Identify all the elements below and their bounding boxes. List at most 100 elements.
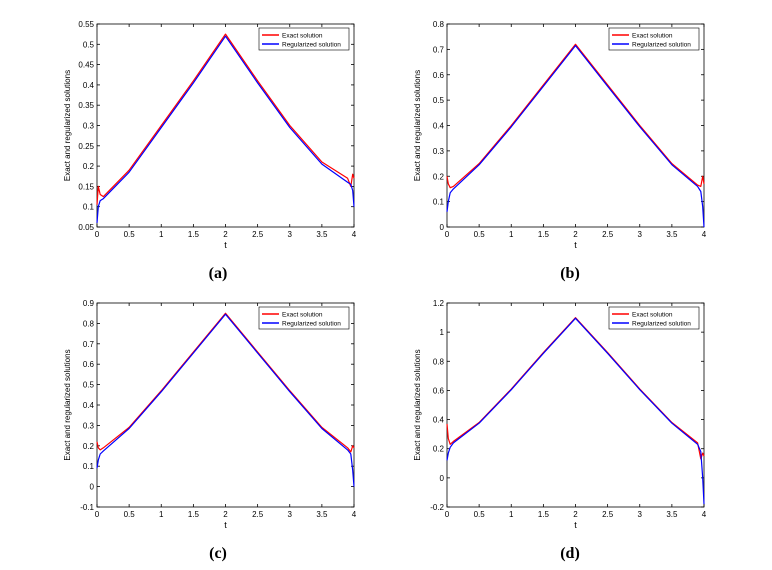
y-axis-label: Exact and regularized solutions <box>63 349 72 460</box>
series-line-regularized <box>446 317 705 505</box>
plot-area <box>96 23 355 228</box>
series-line-exact <box>96 312 355 453</box>
y-axis-label: Exact and regularized solutions <box>413 349 422 460</box>
x-tick-label: 3 <box>638 230 643 239</box>
x-tick-label: 0.5 <box>124 230 136 239</box>
x-axis-label: t <box>574 240 577 250</box>
x-tick-label: 1.5 <box>188 510 200 519</box>
x-tick-label: 1 <box>509 230 514 239</box>
x-tick-label: 1.5 <box>538 230 550 239</box>
y-tick-label: -0.1 <box>80 503 94 512</box>
x-tick-label: 2 <box>573 230 578 239</box>
x-tick-label: 1 <box>509 510 514 519</box>
legend-entry: Regularized solution <box>632 42 691 49</box>
y-tick-label: 0.3 <box>83 421 95 430</box>
y-tick-label: 0.15 <box>78 182 94 191</box>
legend-box <box>608 306 700 330</box>
y-tick-label: 0.3 <box>433 147 445 156</box>
y-axis-label: Exact and regularized solutions <box>413 70 422 181</box>
series-line-regularized <box>96 35 355 223</box>
x-tick-label: 2 <box>223 510 228 519</box>
y-tick-label: 0.5 <box>83 40 95 49</box>
y-tick-label: 0.4 <box>433 416 445 425</box>
y-tick-label: 0.8 <box>433 357 445 366</box>
series-line-regularized <box>96 313 355 487</box>
y-tick-label: 0.6 <box>433 71 445 80</box>
panel-label: (c) <box>209 545 227 562</box>
y-tick-label: 0 <box>440 223 445 232</box>
y-tick-label: 0.05 <box>78 223 94 232</box>
legend-entry: Exact solution <box>282 312 323 319</box>
y-tick-label: 0.7 <box>433 45 445 54</box>
series-line-exact <box>446 43 705 189</box>
y-tick-label: 0.8 <box>83 319 95 328</box>
y-tick-label: 0.1 <box>433 198 445 207</box>
x-tick-label: 2.5 <box>252 230 264 239</box>
y-tick-label: -0.2 <box>430 503 444 512</box>
x-axis-label: t <box>574 520 577 530</box>
y-tick-label: 0.4 <box>433 122 445 131</box>
plot-area <box>96 302 355 508</box>
chart-panel-3: 0 0.5 1 1.5 2 2.5 3 3.5 4-0.100.10.20.30.40.50.6… <box>63 299 357 562</box>
plot-area <box>446 302 705 508</box>
y-tick-label: 0.1 <box>83 462 95 471</box>
legend-entry: Exact solution <box>632 33 673 40</box>
y-tick-label: 0 <box>90 483 95 492</box>
series-line-regularized <box>446 44 705 228</box>
y-axis-label: Exact and regularized solutions <box>63 70 72 181</box>
x-tick-label: 2.5 <box>252 510 264 519</box>
y-tick-label: 0.8 <box>433 20 445 29</box>
y-tick-label: 0.4 <box>83 401 95 410</box>
legend-entry: Regularized solution <box>282 42 341 49</box>
y-tick-label: 0.2 <box>433 172 445 181</box>
x-tick-label: 0 <box>445 230 450 239</box>
x-tick-label: 0 <box>445 510 450 519</box>
x-tick-label: 4 <box>352 510 357 519</box>
x-tick-label: 2.5 <box>602 510 614 519</box>
x-tick-label: 1 <box>159 230 164 239</box>
legend-box <box>258 27 350 51</box>
x-tick-label: 3.5 <box>666 230 678 239</box>
y-tick-label: 0.2 <box>83 162 95 171</box>
y-tick-label: 0.6 <box>83 360 95 369</box>
x-tick-label: 3.5 <box>316 230 328 239</box>
y-tick-label: 0.1 <box>83 203 95 212</box>
y-tick-label: 0.35 <box>78 101 94 110</box>
y-tick-label: 0.7 <box>83 340 95 349</box>
y-tick-label: 0.3 <box>83 122 95 131</box>
legend-entry: Exact solution <box>632 312 673 319</box>
legend-entry: Regularized solution <box>632 321 691 328</box>
x-tick-label: 1 <box>159 510 164 519</box>
y-tick-label: 0 <box>440 474 445 483</box>
y-tick-label: 0.25 <box>78 142 94 151</box>
panel-label: (a) <box>209 265 228 282</box>
x-tick-label: 3 <box>288 230 293 239</box>
x-tick-label: 0.5 <box>124 510 136 519</box>
x-tick-label: 3.5 <box>666 510 678 519</box>
x-tick-label: 1.5 <box>538 510 550 519</box>
x-tick-label: 3 <box>288 510 293 519</box>
x-tick-label: 3.5 <box>316 510 328 519</box>
y-tick-label: 1 <box>440 328 445 337</box>
legend-box <box>258 306 350 330</box>
y-tick-label: 0.45 <box>78 61 94 70</box>
y-tick-label: 0.2 <box>433 445 445 454</box>
y-tick-label: 0.2 <box>83 442 95 451</box>
y-tick-label: 0.9 <box>83 299 95 308</box>
legend-entry: Regularized solution <box>282 321 341 328</box>
y-tick-label: 0.4 <box>83 81 95 90</box>
y-tick-label: 0.6 <box>433 386 445 395</box>
x-tick-label: 1.5 <box>188 230 200 239</box>
x-axis-label: t <box>224 240 227 250</box>
y-tick-label: 0.55 <box>78 20 94 29</box>
x-tick-label: 2 <box>223 230 228 239</box>
chart-panel-4: 0 0.5 1 1.5 2 2.5 3 3.5 4-0.200.20.40.60.811.2tE… <box>413 299 707 562</box>
x-tick-label: 4 <box>352 230 357 239</box>
y-tick-label: 1.2 <box>433 299 445 308</box>
y-tick-label: 0.5 <box>433 96 445 105</box>
x-tick-label: 2.5 <box>602 230 614 239</box>
x-tick-label: 0.5 <box>474 510 486 519</box>
y-tick-label: 0.5 <box>83 381 95 390</box>
x-axis-label: t <box>224 520 227 530</box>
